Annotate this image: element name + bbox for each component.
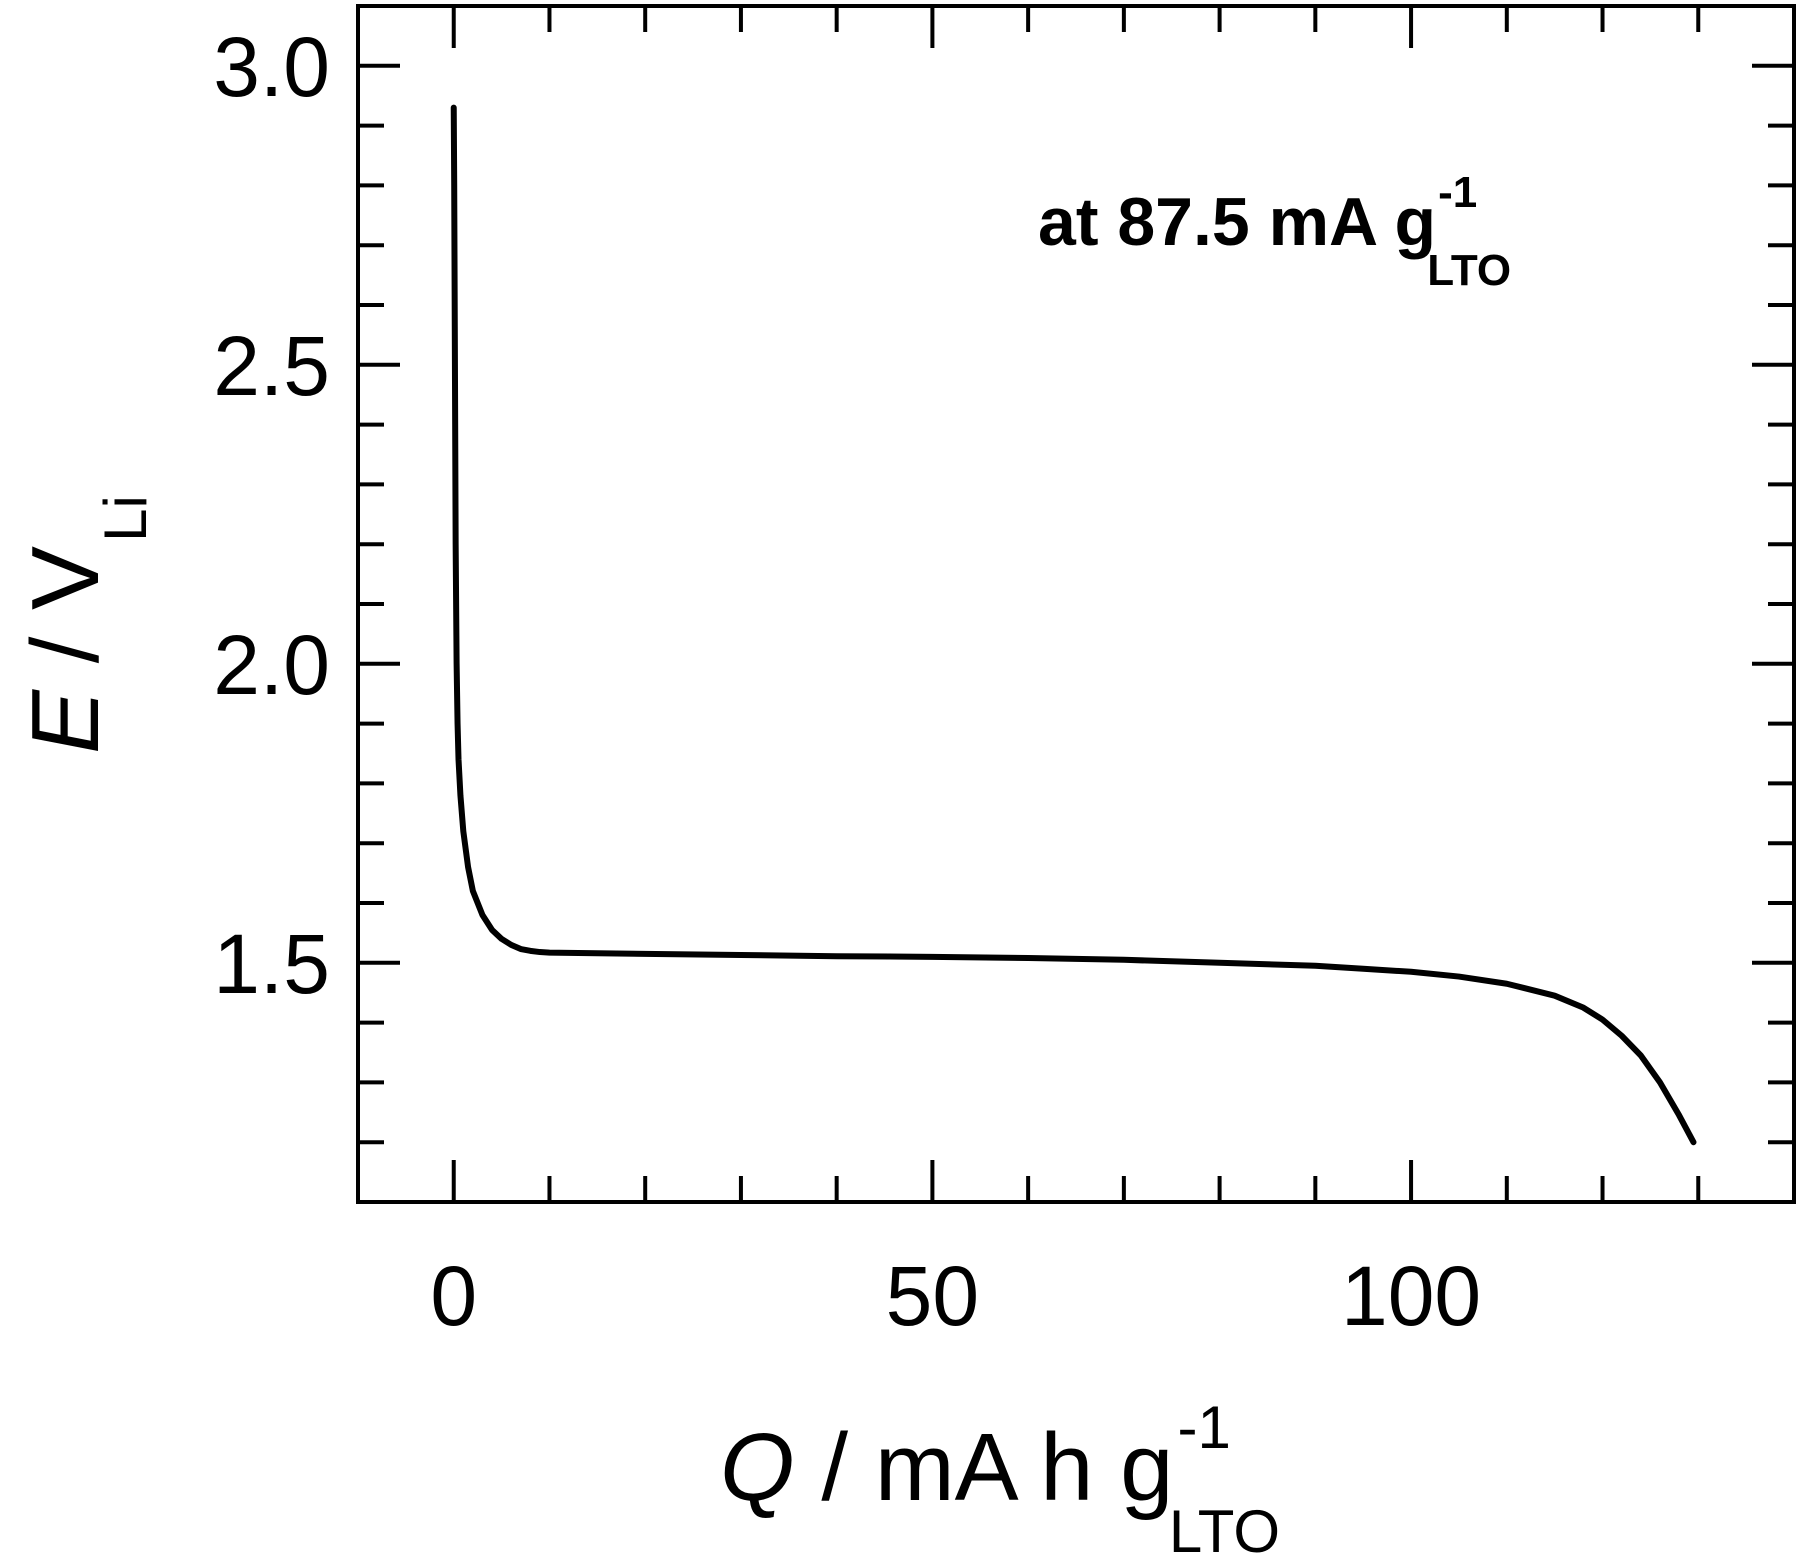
tick-labels-layer: 0 50 100 1.5 2.0 2.5 3.0: [213, 20, 1481, 1343]
x-tick-label: 100: [1341, 1249, 1481, 1343]
y-tick-label: 1.5: [213, 917, 330, 1011]
x-axis-title: Q / mA h g-1 LTO: [720, 1394, 1280, 1556]
annotation-label: at 87.5 mA g-1 LTO: [1038, 168, 1511, 295]
x-tick-label: 0: [430, 1249, 477, 1343]
y-tick-label: 2.5: [213, 319, 330, 413]
series-layer: [450, 104, 1697, 1146]
y-tick-label: 2.0: [213, 618, 330, 712]
y-tick-label: 3.0: [213, 20, 330, 114]
x-tick-label: 50: [886, 1249, 979, 1343]
ticks-layer: [358, 4, 1794, 1202]
y-axis-title: E / VLi: [12, 495, 159, 754]
series-line: [450, 104, 1697, 1146]
